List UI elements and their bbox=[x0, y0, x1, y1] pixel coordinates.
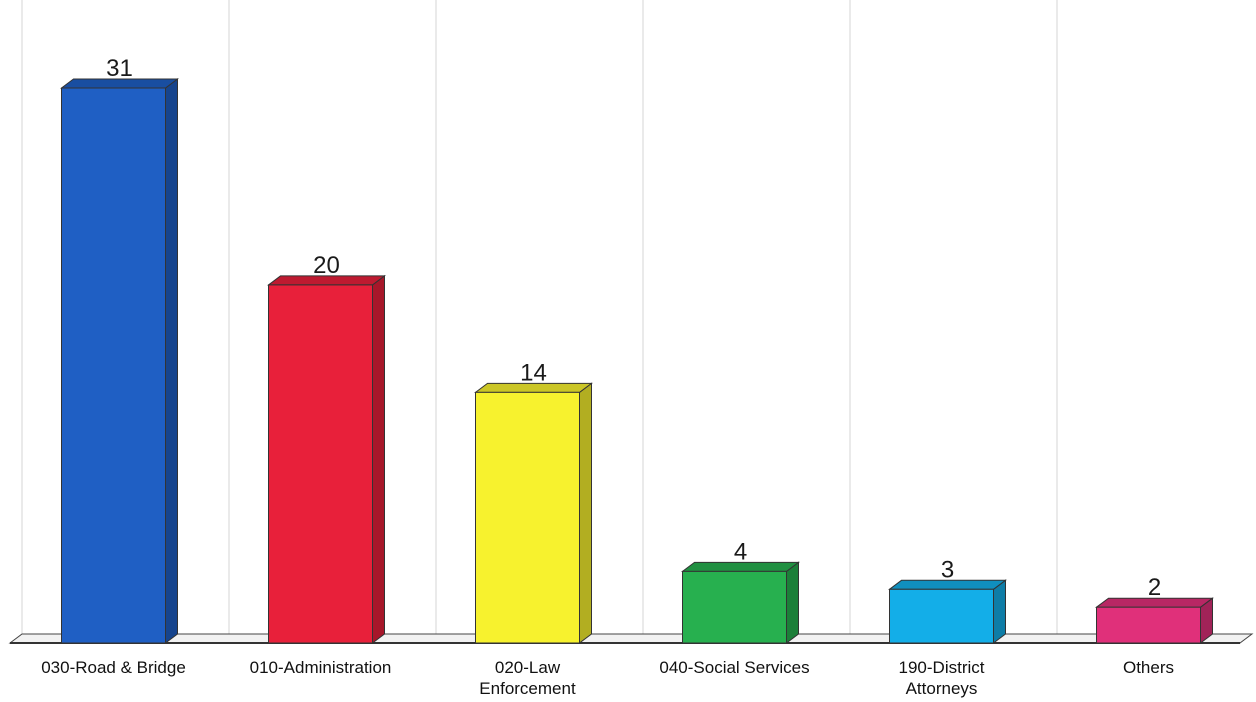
chart-floor bbox=[8, 633, 1254, 644]
bar-side bbox=[165, 78, 178, 644]
bar-1 bbox=[60, 78, 179, 644]
category-label: 040-Social Services bbox=[659, 658, 809, 677]
bar-front bbox=[475, 391, 580, 644]
bar-side bbox=[786, 561, 799, 644]
bar-front bbox=[61, 87, 166, 644]
bar-4 bbox=[681, 561, 800, 644]
bar-front bbox=[268, 284, 373, 644]
value-label: 14 bbox=[520, 359, 547, 386]
bar-2 bbox=[267, 274, 386, 644]
bar-side bbox=[579, 382, 592, 644]
floor-plane bbox=[8, 633, 1254, 644]
category-label: 190-District Attorneys bbox=[899, 658, 985, 698]
value-label: 3 bbox=[941, 556, 954, 583]
bar-3 bbox=[474, 382, 593, 644]
bar-front bbox=[889, 588, 994, 644]
bar-front bbox=[682, 570, 787, 644]
value-labels: 31 20 14 4 3 2 bbox=[106, 55, 1161, 601]
category-label: 020-Law Enforcement bbox=[479, 658, 576, 698]
bar-side bbox=[372, 274, 385, 644]
bar-front bbox=[1096, 606, 1201, 644]
category-label: 010-Administration bbox=[250, 658, 392, 677]
bars bbox=[60, 78, 1214, 644]
bar-6 bbox=[1095, 597, 1214, 644]
category-label: 030-Road & Bridge bbox=[41, 658, 186, 677]
grid-lines bbox=[21, 0, 1058, 637]
value-label: 20 bbox=[313, 252, 340, 279]
value-label: 4 bbox=[734, 538, 747, 565]
bar-side bbox=[993, 579, 1006, 644]
bar-5 bbox=[888, 579, 1007, 644]
value-label: 2 bbox=[1148, 574, 1161, 601]
value-label: 31 bbox=[106, 55, 133, 82]
category-label: Others bbox=[1123, 658, 1174, 677]
category-labels: 030-Road & Bridge 010-Administration 020-L… bbox=[41, 658, 1174, 698]
